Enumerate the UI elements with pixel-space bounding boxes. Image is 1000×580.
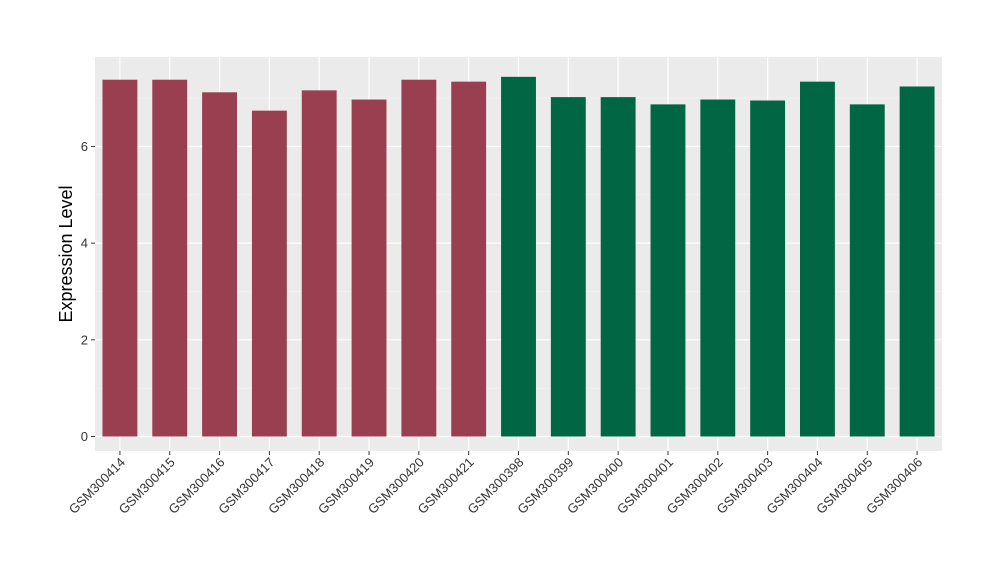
bar-gsm300415: [152, 79, 188, 437]
bar-gsm300405: [849, 104, 885, 437]
bar-gsm300399: [550, 97, 586, 437]
bar-gsm300401: [650, 104, 686, 437]
bar-gsm300421: [451, 81, 487, 437]
y-axis: 0 2 4 6: [81, 139, 95, 444]
bars: [102, 76, 935, 437]
y-tick-label: 6: [81, 139, 88, 154]
bar-gsm300402: [700, 99, 736, 437]
bar-gsm300419: [351, 99, 387, 437]
bar-gsm300416: [202, 92, 237, 437]
bar-gsm300400: [600, 97, 636, 437]
bar-gsm300418: [301, 90, 337, 437]
bar-gsm300398: [501, 76, 536, 437]
bar-gsm300403: [750, 100, 786, 437]
y-axis-title: Expression Level: [56, 185, 76, 322]
bar-gsm300420: [401, 79, 437, 437]
y-tick-label: 4: [81, 236, 88, 251]
y-tick-label: 0: [81, 429, 88, 444]
bar-gsm300404: [800, 81, 835, 437]
bar-gsm300406: [899, 86, 935, 437]
y-tick-label: 2: [81, 332, 88, 347]
x-axis: GSM300414GSM300415GSM300416GSM300417GSM3…: [66, 451, 925, 517]
bar-gsm300414: [102, 79, 138, 437]
bar-gsm300417: [251, 110, 287, 437]
